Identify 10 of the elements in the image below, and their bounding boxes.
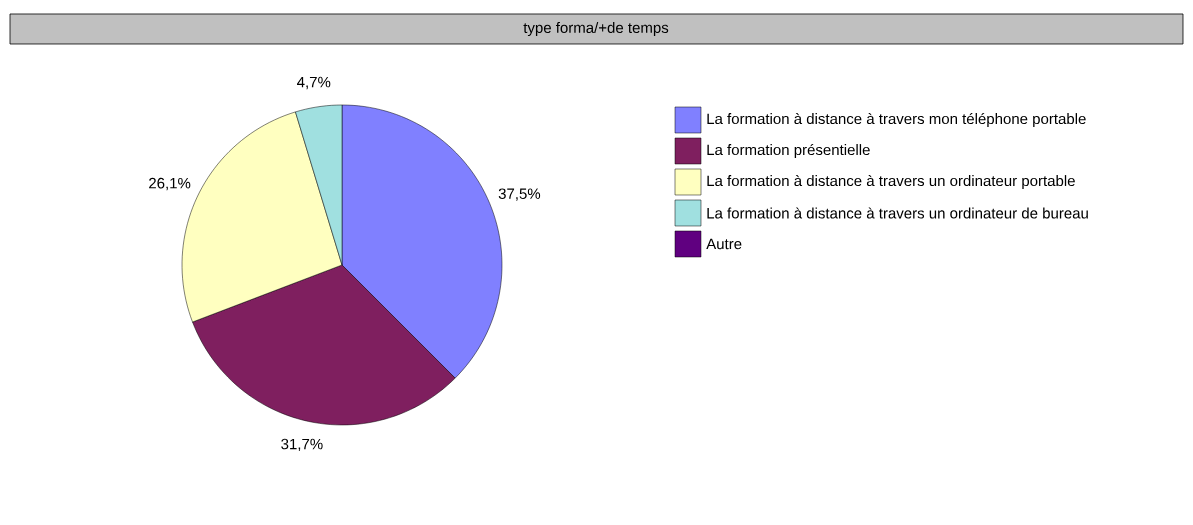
data-label: 37,5% [498,188,541,201]
chart-title: type forma/+de temps [523,21,669,36]
legend-label: Autre [706,238,742,250]
legend-label: La formation à distance à travers un ordinateur de bureau [707,207,1088,219]
data-label: 31,7% [281,438,323,452]
legend-label: La formation à distance à travers mon téléphone portable [707,112,1086,128]
data-label: 4,7% [297,76,331,90]
legend-label: La formation présentielle [707,143,870,159]
legend-label: La formation à distance à travers un ordinateur portable [707,174,1075,190]
data-label: 26,1% [149,177,191,191]
